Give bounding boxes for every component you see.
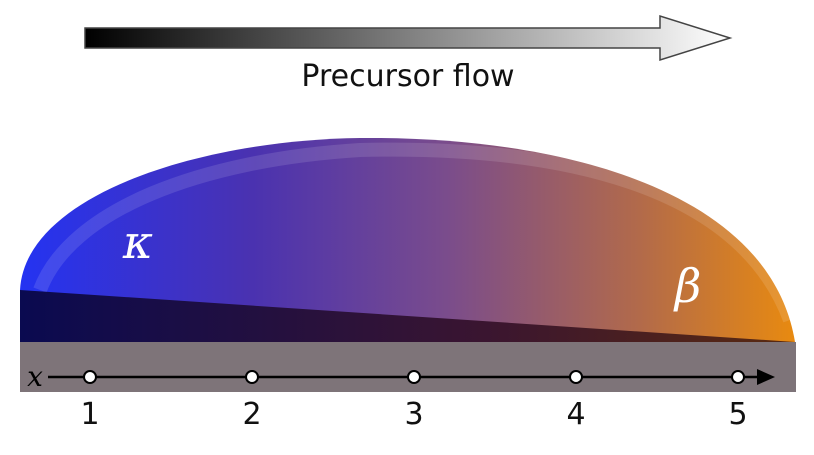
base-layer bbox=[20, 290, 795, 342]
positions: 1 2 3 4 5 bbox=[80, 370, 748, 432]
position-point bbox=[407, 370, 421, 384]
beta-label: β bbox=[673, 259, 702, 313]
film-dome bbox=[20, 137, 795, 342]
position-label: 3 bbox=[404, 397, 423, 432]
position-label: 4 bbox=[566, 397, 585, 432]
flow-label: Precursor flow bbox=[301, 59, 514, 94]
substrate bbox=[20, 342, 796, 392]
position-label: 2 bbox=[242, 397, 261, 432]
flow-arrow bbox=[84, 14, 733, 62]
position-point bbox=[731, 370, 745, 384]
axis-label: x bbox=[27, 360, 43, 393]
position-point bbox=[83, 370, 97, 384]
axis-arrowhead bbox=[757, 369, 775, 385]
position-label: 5 bbox=[728, 397, 747, 432]
position-point bbox=[245, 370, 259, 384]
position-point bbox=[569, 370, 583, 384]
dome-sheen bbox=[33, 142, 797, 323]
position-label: 1 bbox=[80, 397, 99, 432]
kappa-label: κ bbox=[122, 215, 153, 269]
